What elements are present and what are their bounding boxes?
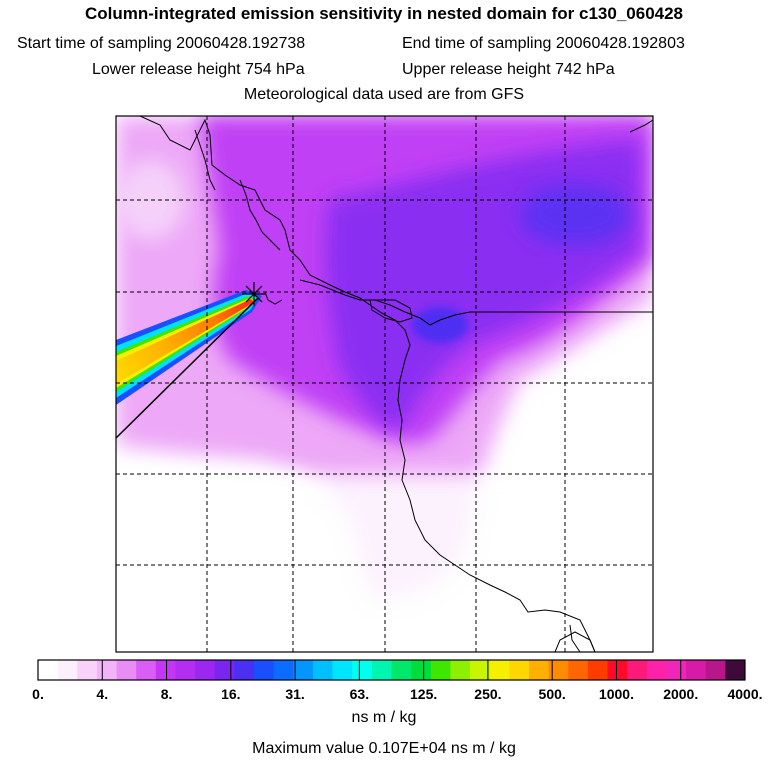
colorbar-tick-label: 8. <box>160 686 173 702</box>
lat-lon-grid <box>116 116 653 652</box>
colorbar-swatch <box>214 660 235 680</box>
colorbar-swatch <box>607 660 628 680</box>
colorbar-swatch <box>627 660 648 680</box>
lower-release-label: Lower release height 754 hPa <box>92 61 305 78</box>
sensitivity-field <box>116 116 653 652</box>
release-point-marker <box>242 282 266 306</box>
start-time-label: Start time of sampling 20060428.192738 <box>17 35 306 52</box>
colorbar-frame <box>37 659 746 681</box>
colorbar-swatch <box>332 660 353 680</box>
colorbar-swatch <box>312 660 334 680</box>
colorbar-swatch <box>77 660 98 680</box>
colorbar-swatch <box>155 660 176 680</box>
colorbar-tick-label: 16. <box>221 686 241 702</box>
upper-release-label: Upper release height 742 hPa <box>402 61 615 78</box>
colorbar-swatch <box>254 660 275 680</box>
colorbar-swatch <box>725 660 746 680</box>
colorbar-tick-label: 31. <box>285 686 305 702</box>
colorbar-swatch <box>38 660 59 680</box>
colorbar-swatch <box>293 660 314 680</box>
colorbar-swatch <box>509 660 530 680</box>
end-time-label: End time of sampling 20060428.192803 <box>402 35 685 52</box>
colorbar-tick-label: 4000. <box>727 686 763 702</box>
colorbar-tick-label: 125. <box>410 686 438 702</box>
colorbar-swatch <box>116 660 137 680</box>
colorbar-swatch <box>568 660 589 680</box>
colorbar-unit-label: ns m / kg <box>351 709 417 726</box>
colorbar-swatch <box>646 660 667 680</box>
colorbar-swatch <box>528 660 550 680</box>
colorbar-swatch <box>195 660 216 680</box>
colorbar-tick-label: 2000. <box>663 686 699 702</box>
trajectory-line <box>116 297 259 439</box>
colorbar-swatch <box>430 660 451 680</box>
colorbar-swatch <box>234 660 255 680</box>
colorbar-swatch <box>489 660 510 680</box>
colorbar-tick-label: 500. <box>538 686 566 702</box>
colorbar-swatch <box>96 660 118 680</box>
colorbar <box>38 660 746 680</box>
met-data-label: Meteorological data used are from GFS <box>243 86 525 103</box>
colorbar-swatch <box>705 660 726 680</box>
coastline <box>139 116 653 652</box>
colorbar-swatch <box>686 660 707 680</box>
colorbar-swatch <box>352 660 373 680</box>
colorbar-swatch <box>548 660 569 680</box>
colorbar-swatch <box>391 660 412 680</box>
colorbar-swatch <box>450 660 471 680</box>
maximum-value-label: Maximum value 0.107E+04 ns m / kg <box>252 740 516 757</box>
emission-plume <box>116 290 262 405</box>
colorbar-swatch <box>587 660 609 680</box>
colorbar-swatch <box>411 660 432 680</box>
colorbar-swatch <box>57 660 78 680</box>
colorbar-swatch <box>666 660 687 680</box>
plot-title: Column-integrated emission sensitivity i… <box>84 4 684 23</box>
colorbar-swatch <box>470 660 491 680</box>
colorbar-swatch <box>136 660 157 680</box>
colorbar-tick-label: 250. <box>474 686 502 702</box>
colorbar-swatch <box>371 660 392 680</box>
colorbar-tick-label: 4. <box>96 686 109 702</box>
colorbar-tick-label: 63. <box>349 686 370 702</box>
colorbar-swatch <box>175 660 196 680</box>
colorbar-tick-label: 1000. <box>598 686 634 702</box>
colorbar-swatch <box>273 660 294 680</box>
map-frame <box>115 115 654 653</box>
colorbar-tick-label: 0. <box>32 686 44 702</box>
